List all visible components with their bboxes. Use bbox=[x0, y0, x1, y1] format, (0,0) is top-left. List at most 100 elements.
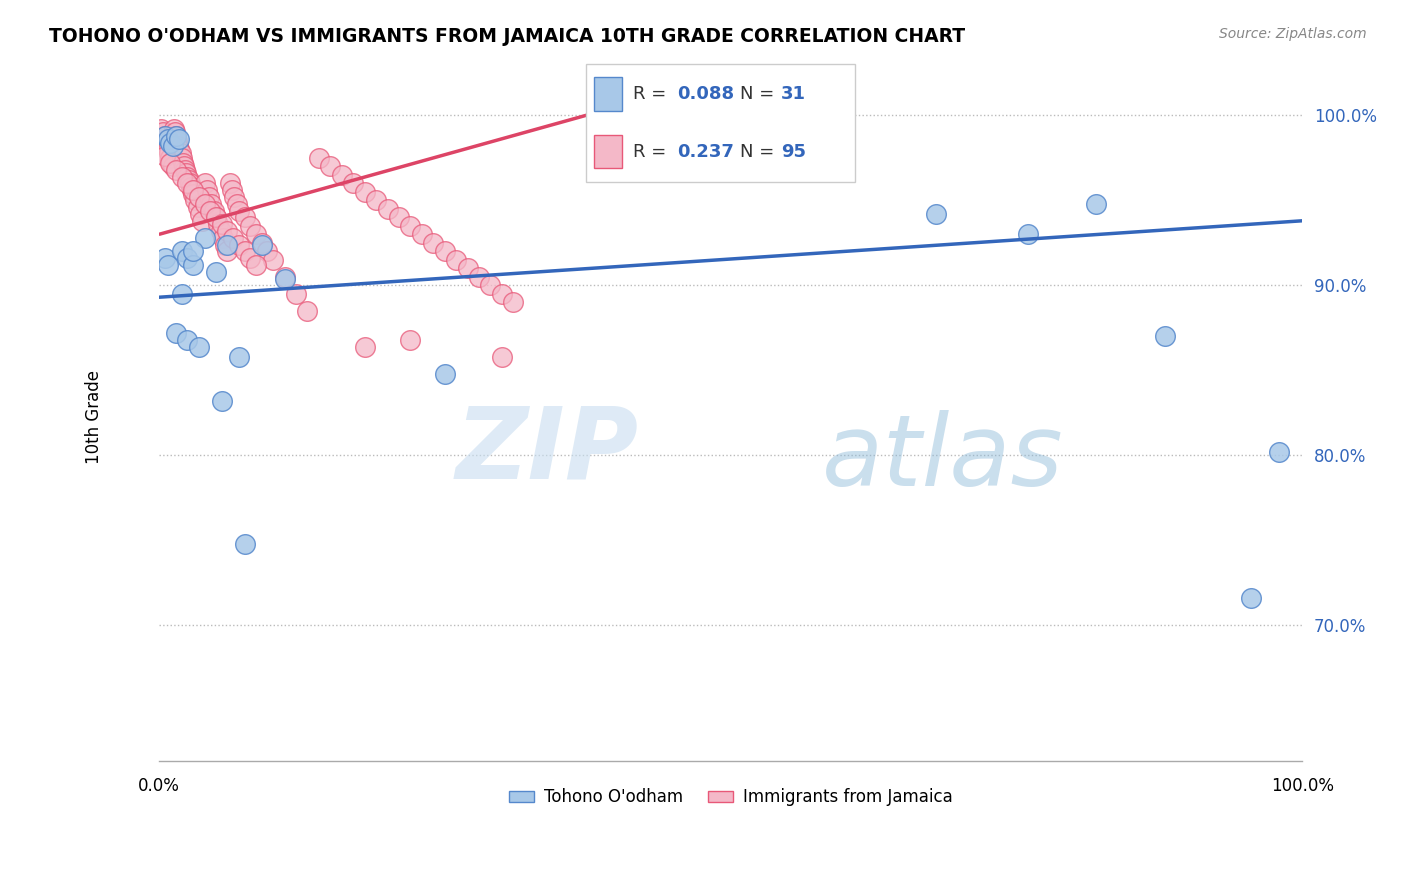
Point bbox=[200, 203, 222, 218]
Point bbox=[221, 183, 243, 197]
Point bbox=[165, 162, 187, 177]
Point bbox=[172, 156, 194, 170]
Point bbox=[433, 244, 456, 259]
Point bbox=[224, 190, 246, 204]
Text: atlas: atlas bbox=[823, 409, 1063, 507]
Point bbox=[228, 237, 250, 252]
Point bbox=[399, 333, 422, 347]
Point bbox=[1085, 196, 1108, 211]
Point bbox=[239, 251, 262, 265]
Text: R =: R = bbox=[633, 85, 672, 103]
Point bbox=[174, 166, 197, 180]
Point bbox=[170, 151, 193, 165]
Point bbox=[411, 227, 433, 242]
Point bbox=[181, 183, 204, 197]
Point bbox=[1268, 445, 1291, 459]
Point bbox=[187, 200, 209, 214]
Point bbox=[479, 278, 502, 293]
Point bbox=[457, 261, 479, 276]
Point bbox=[152, 125, 174, 139]
Point bbox=[202, 203, 225, 218]
Point bbox=[159, 136, 181, 150]
Point bbox=[297, 303, 319, 318]
Point bbox=[212, 231, 235, 245]
Point bbox=[468, 269, 491, 284]
Text: ZIP: ZIP bbox=[456, 403, 640, 500]
Point bbox=[165, 128, 187, 143]
Point bbox=[194, 196, 217, 211]
Point bbox=[214, 237, 236, 252]
Point bbox=[176, 333, 198, 347]
Point bbox=[195, 183, 218, 197]
Point bbox=[156, 258, 179, 272]
Point bbox=[207, 217, 229, 231]
Point bbox=[181, 183, 204, 197]
Point bbox=[217, 237, 239, 252]
Point bbox=[179, 177, 201, 191]
Point bbox=[153, 128, 176, 143]
Point bbox=[150, 122, 173, 136]
Point bbox=[353, 185, 375, 199]
Point bbox=[165, 128, 187, 143]
Text: N =: N = bbox=[740, 85, 780, 103]
Point bbox=[177, 173, 200, 187]
Point bbox=[225, 196, 247, 211]
Point bbox=[170, 286, 193, 301]
Point bbox=[205, 265, 228, 279]
Point bbox=[273, 269, 295, 284]
Point bbox=[377, 202, 399, 216]
Text: R =: R = bbox=[633, 143, 672, 161]
Point bbox=[181, 186, 204, 201]
Point bbox=[176, 251, 198, 265]
Point bbox=[174, 162, 197, 177]
Point bbox=[163, 125, 186, 139]
Point bbox=[156, 132, 179, 146]
Point bbox=[353, 339, 375, 353]
Point bbox=[245, 258, 267, 272]
Point bbox=[444, 252, 467, 267]
Point bbox=[233, 211, 256, 225]
Point bbox=[233, 536, 256, 550]
Point bbox=[169, 145, 191, 160]
Text: TOHONO O'ODHAM VS IMMIGRANTS FROM JAMAICA 10TH GRADE CORRELATION CHART: TOHONO O'ODHAM VS IMMIGRANTS FROM JAMAIC… bbox=[49, 27, 966, 45]
Point bbox=[162, 139, 184, 153]
Text: 95: 95 bbox=[780, 143, 806, 161]
Point bbox=[156, 143, 179, 157]
Point bbox=[1240, 591, 1263, 605]
Point bbox=[165, 326, 187, 340]
Point bbox=[1154, 329, 1177, 343]
Point bbox=[222, 231, 245, 245]
Point bbox=[198, 190, 221, 204]
Text: Source: ZipAtlas.com: Source: ZipAtlas.com bbox=[1219, 27, 1367, 41]
Point bbox=[250, 235, 273, 250]
Point bbox=[160, 156, 183, 170]
Point bbox=[433, 367, 456, 381]
Point bbox=[233, 244, 256, 259]
Point bbox=[159, 156, 181, 170]
Point bbox=[169, 132, 191, 146]
Point bbox=[308, 151, 330, 165]
Point bbox=[388, 211, 411, 225]
Point bbox=[491, 286, 513, 301]
Text: 0.237: 0.237 bbox=[676, 143, 734, 161]
Point bbox=[285, 286, 308, 301]
Point bbox=[153, 128, 176, 143]
Point bbox=[925, 207, 948, 221]
Point bbox=[170, 169, 193, 184]
Point bbox=[169, 143, 191, 157]
Point bbox=[180, 179, 202, 194]
Text: 0.088: 0.088 bbox=[676, 85, 734, 103]
Point bbox=[422, 235, 444, 250]
Point bbox=[342, 177, 364, 191]
Point bbox=[157, 145, 180, 160]
FancyBboxPatch shape bbox=[586, 63, 855, 182]
Point bbox=[217, 244, 239, 259]
Point bbox=[256, 244, 278, 259]
Point bbox=[330, 168, 353, 182]
Point bbox=[188, 207, 211, 221]
Point bbox=[239, 219, 262, 233]
Point bbox=[184, 194, 207, 208]
Legend: Tohono O'odham, Immigrants from Jamaica: Tohono O'odham, Immigrants from Jamaica bbox=[501, 780, 960, 814]
Point bbox=[153, 251, 176, 265]
Point bbox=[194, 177, 217, 191]
